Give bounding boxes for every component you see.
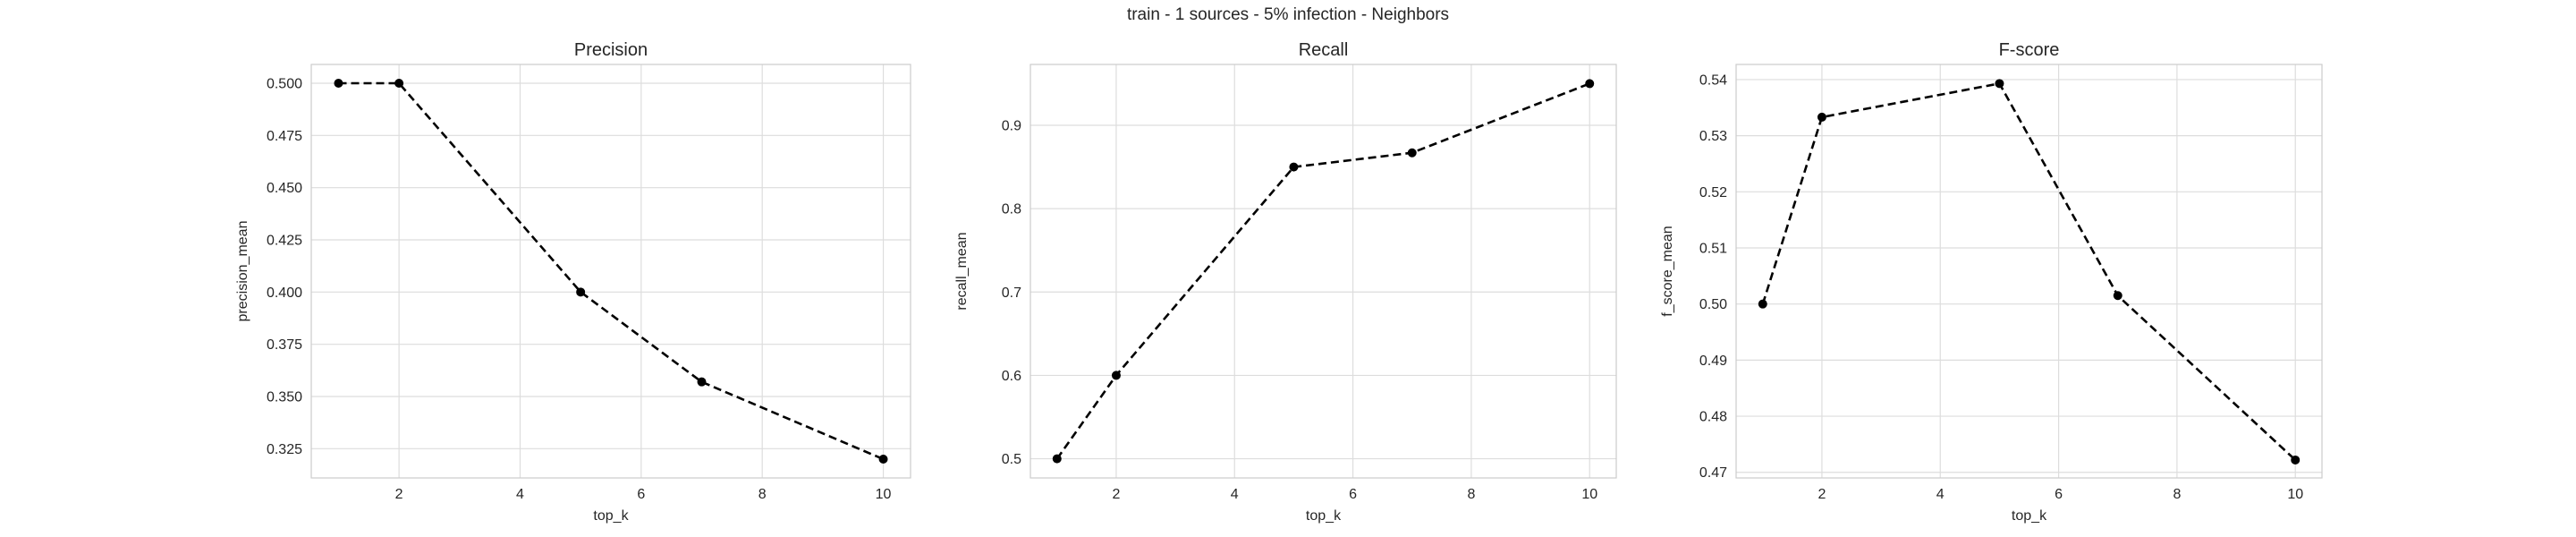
- chart-3-x-tick-label: 6: [2055, 487, 2063, 502]
- chart-3-y-axis-label: f_score_mean: [1660, 226, 1675, 316]
- chart-2-data-point: [1111, 371, 1121, 380]
- chart-1-x-axis-label: top_k: [593, 508, 629, 524]
- chart-1-data-point: [576, 287, 586, 297]
- chart-3-y-tick-label: 0.54: [1699, 72, 1727, 88]
- chart-1-y-tick-label: 0.475: [267, 129, 302, 144]
- chart-3-data-point: [1817, 112, 1826, 122]
- chart-1-y-tick-label: 0.350: [267, 390, 302, 405]
- chart-2-x-tick-label: 4: [1231, 487, 1239, 502]
- chart-2-x-tick-label: 2: [1112, 487, 1120, 502]
- chart-3-y-tick-label: 0.50: [1699, 297, 1727, 312]
- chart-3-y-tick-label: 0.51: [1699, 241, 1727, 256]
- chart-2-x-axis-label: top_k: [1306, 508, 1342, 524]
- chart-1-series-line: [338, 81, 885, 461]
- chart-3-x-tick-label: 4: [1936, 487, 1945, 502]
- chart-1-y-tick-label: 0.425: [267, 234, 302, 249]
- chart-2-y-tick-label: 0.8: [1002, 202, 1021, 217]
- chart-1-y-tick-label: 0.325: [267, 442, 302, 457]
- chart-3-y-tick-label: 0.48: [1699, 410, 1727, 425]
- chart-3-x-tick-label: 2: [1818, 487, 1826, 502]
- chart-2-y-tick-label: 0.9: [1002, 118, 1021, 133]
- chart-2-y-tick-label: 0.5: [1002, 452, 1021, 467]
- chart-1-data-point: [334, 79, 343, 88]
- chart-3-data-point: [2113, 291, 2123, 301]
- chart-3-y-tick-label: 0.47: [1699, 465, 1727, 481]
- chart-3-y-tick-label: 0.52: [1699, 185, 1727, 200]
- chart-3-x-axis-label: top_k: [2012, 508, 2047, 524]
- chart-2-x-tick-label: 8: [1467, 487, 1475, 502]
- chart-2-y-tick-label: 0.6: [1002, 369, 1021, 384]
- chart-1-x-tick-label: 10: [876, 487, 892, 502]
- chart-3-data-point: [1995, 79, 2004, 89]
- chart-2-data-point: [1585, 79, 1595, 89]
- chart-2-y-tick-label: 0.7: [1002, 286, 1021, 301]
- chart-2-series-line: [1055, 82, 1590, 460]
- chart-1-x-tick-label: 6: [637, 487, 645, 502]
- chart-1-data-point: [878, 455, 888, 464]
- chart-3-x-tick-label: 10: [2287, 487, 2303, 502]
- figure-suptitle: train - 1 sources - 5% infection - Neigh…: [1126, 5, 1450, 24]
- chart-1-data-point: [697, 377, 707, 387]
- chart-3-plot-frame: [1735, 64, 2323, 479]
- chart-3-x-tick-label: 8: [2173, 487, 2181, 502]
- chart-3-y-tick-label: 0.53: [1699, 129, 1727, 144]
- chart-1-y-axis-label: precision_mean: [235, 221, 250, 322]
- chart-2-x-tick-label: 10: [1581, 487, 1597, 502]
- chart-1-x-tick-label: 8: [758, 487, 767, 502]
- chart-2-data-point: [1407, 148, 1417, 158]
- chart-1-x-tick-label: 2: [395, 487, 403, 502]
- chart-3-data-point: [1758, 299, 1767, 309]
- chart-1-x-tick-label: 4: [516, 487, 524, 502]
- chart-1-y-tick-label: 0.400: [267, 286, 302, 301]
- chart-3-y-tick-label: 0.49: [1699, 354, 1727, 369]
- chart-2-data-point: [1052, 454, 1062, 464]
- chart-3-data-point: [2291, 455, 2301, 465]
- chart-1-y-tick-label: 0.500: [267, 77, 302, 92]
- chart-2-x-tick-label: 6: [1349, 487, 1357, 502]
- chart-2-data-point: [1289, 162, 1299, 172]
- chart-1-y-tick-label: 0.450: [267, 181, 302, 196]
- chart-2-y-axis-label: recall_mean: [954, 232, 970, 310]
- chart-3-series-line: [1761, 81, 2297, 461]
- chart-2-plot-frame: [1030, 64, 1617, 479]
- chart-1-title: Precision: [574, 40, 648, 60]
- chart-3-title: F-score: [1999, 40, 2060, 60]
- chart-1-data-point: [394, 79, 404, 88]
- chart-1-plot-frame: [310, 64, 911, 479]
- chart-1-y-tick-label: 0.375: [267, 337, 302, 353]
- chart-2-title: Recall: [1299, 40, 1349, 60]
